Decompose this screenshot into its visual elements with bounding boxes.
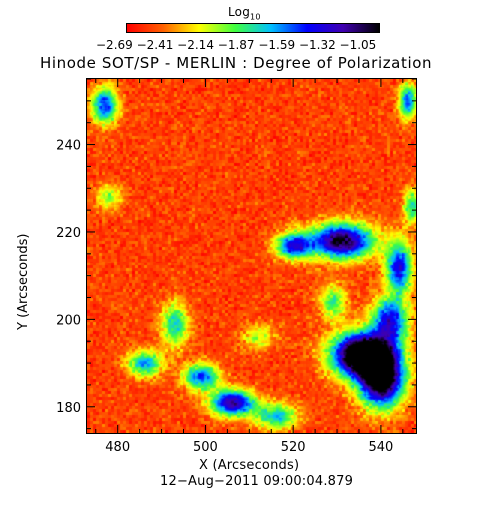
colorbar-title: Log10 [228, 5, 261, 21]
y-axis-label: Y (Arcseconds) [16, 233, 31, 330]
colorbar-title-subscript: 10 [250, 12, 261, 22]
polarization-heatmap [87, 79, 416, 433]
colorbar [126, 23, 380, 33]
plot-area [86, 78, 417, 434]
x-axis-label: X (Arcseconds) [199, 458, 300, 473]
y-tick-label: 200 [56, 313, 81, 328]
chart-title: Hinode SOT/SP - MERLIN : Degree of Polar… [40, 54, 433, 72]
x-tick-label: 500 [193, 440, 218, 455]
observation-timestamp: 12−Aug−2011 09:00:04.879 [160, 474, 354, 489]
x-tick-label: 480 [105, 440, 130, 455]
y-tick-label: 180 [56, 401, 81, 416]
colorbar-tick-labels: −2.69 −2.41 −2.14 −1.87 −1.59 −1.32 −1.0… [96, 38, 377, 52]
colorbar-title-text: Log [228, 5, 251, 19]
y-tick-label: 220 [56, 226, 81, 241]
x-tick-label: 540 [368, 440, 393, 455]
y-tick-label: 240 [56, 139, 81, 154]
x-tick-label: 520 [281, 440, 306, 455]
